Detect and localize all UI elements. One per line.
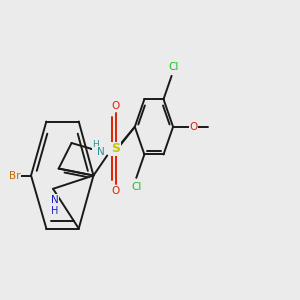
Text: O: O: [190, 122, 198, 132]
Text: O: O: [112, 187, 120, 196]
Text: Cl: Cl: [168, 62, 178, 72]
Text: S: S: [112, 142, 121, 155]
Text: Br: Br: [9, 170, 20, 181]
Text: O: O: [112, 101, 120, 111]
Text: H: H: [92, 140, 99, 149]
Text: H: H: [51, 206, 58, 216]
Text: N: N: [51, 195, 58, 205]
Text: N: N: [97, 147, 105, 157]
Text: Cl: Cl: [131, 182, 142, 192]
